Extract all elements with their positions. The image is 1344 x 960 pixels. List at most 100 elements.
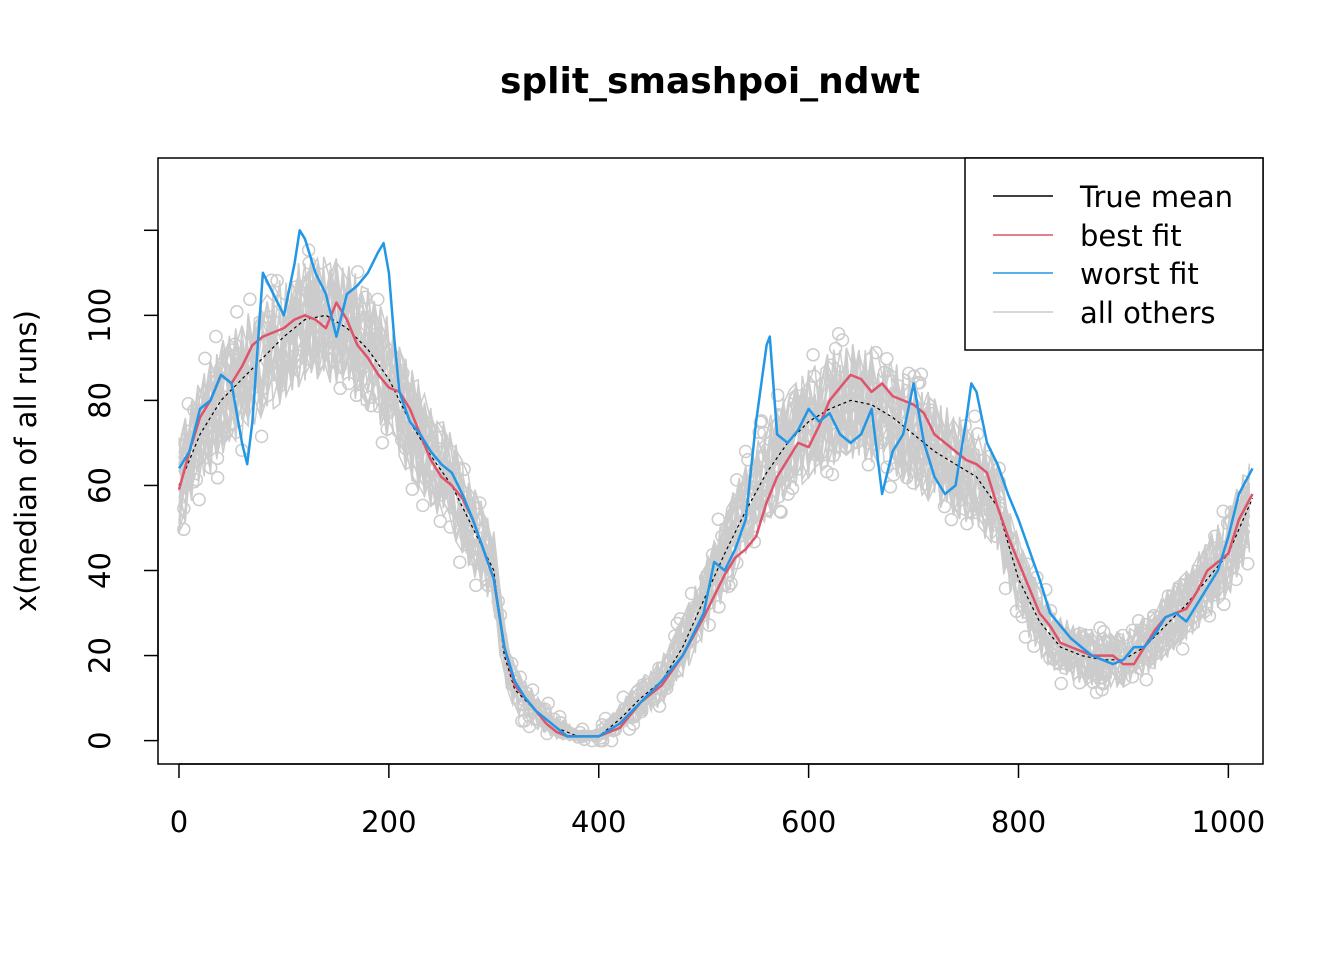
other-run-point: [1216, 504, 1230, 519]
x-tick-label: 200: [361, 805, 416, 839]
other-run-point: [1208, 529, 1222, 544]
other-run-point: [756, 480, 770, 495]
other-run-point: [358, 290, 373, 305]
other-run-point: [1043, 651, 1057, 665]
other-run-point: [616, 690, 631, 705]
other-run-point: [380, 422, 394, 436]
other-run-point: [203, 408, 218, 422]
other-run-point: [1054, 676, 1068, 691]
other-run-point: [351, 304, 365, 318]
other-run-point: [869, 345, 883, 360]
other-run-point: [1070, 635, 1084, 649]
other-run-point: [914, 367, 929, 381]
other-run-point: [989, 529, 1003, 544]
other-run-point: [364, 398, 378, 413]
other-run-point: [289, 348, 303, 362]
y-tick-label: 100: [83, 288, 117, 343]
y-tick-label: 60: [83, 467, 117, 504]
other-run-point: [828, 341, 843, 356]
other-run-point: [729, 473, 744, 487]
other-run-point: [595, 718, 610, 732]
x-tick-label: 0: [170, 805, 188, 839]
other-run-point: [702, 618, 716, 632]
legend-label-true-mean: True mean: [1079, 180, 1233, 214]
other-run-point: [210, 451, 225, 466]
other-run-point: [469, 578, 483, 593]
other-run-point: [673, 612, 688, 626]
other-run-point: [924, 403, 938, 418]
best-fit-line: [177, 301, 1254, 738]
y-axis: 0 20 40 60 80 100: [83, 229, 159, 750]
other-run-point: [1095, 670, 1109, 684]
true-mean-line: [178, 314, 1254, 737]
other-run-point: [296, 344, 311, 358]
other-run-point: [705, 548, 720, 562]
other-run-point: [831, 327, 846, 341]
x-axis: 0 200 400 600 800 1000: [170, 763, 1265, 839]
other-run-point: [522, 709, 536, 723]
other-run-point: [861, 458, 876, 472]
other-run-point: [770, 388, 785, 402]
other-run-line: [178, 281, 1251, 739]
other-run-point: [944, 512, 959, 527]
other-run-point: [381, 406, 395, 420]
other-run-point: [659, 681, 674, 695]
other-run-point: [394, 433, 409, 447]
other-run-point: [521, 691, 535, 705]
other-run-point: [668, 629, 682, 643]
other-run-point: [1027, 639, 1041, 653]
other-run-point: [301, 243, 316, 257]
other-run-point: [439, 475, 454, 490]
other-run-point: [270, 273, 284, 288]
y-axis-label: x(median of all runs): [9, 310, 43, 612]
other-run-point: [968, 409, 982, 423]
other-run-point: [1129, 656, 1144, 670]
other-run-point: [684, 586, 699, 601]
other-run-point: [1043, 604, 1058, 618]
other-run-point: [219, 425, 234, 440]
other-run-point: [877, 365, 892, 380]
other-run-point: [459, 529, 473, 543]
other-run-point: [1072, 675, 1087, 690]
other-run-point: [774, 505, 788, 519]
other-run-point: [640, 678, 654, 692]
other-run-point: [189, 473, 204, 487]
other-run-point: [302, 256, 316, 270]
other-run-point: [807, 369, 821, 384]
legend-box: [964, 157, 1264, 351]
other-run-point: [349, 312, 364, 327]
other-run-point: [371, 292, 385, 307]
other-run-point: [177, 522, 191, 537]
other-run-point: [1226, 559, 1240, 574]
other-run-point: [998, 581, 1013, 596]
other-run-point: [768, 459, 782, 474]
other-run-point: [1229, 572, 1243, 587]
other-run-point: [525, 683, 540, 697]
other-run-point: [230, 305, 244, 319]
other-run-point: [1131, 614, 1146, 628]
other-run-point: [937, 499, 952, 514]
other-run-point: [203, 460, 218, 475]
legend-label-all-others: all others: [1080, 296, 1215, 330]
other-run-point: [1175, 642, 1190, 656]
other-run-point: [1141, 651, 1156, 666]
other-run-point: [880, 405, 894, 419]
other-run-point: [192, 492, 206, 507]
other-run-point: [405, 482, 420, 496]
other-run-point: [299, 293, 313, 307]
other-run-point: [262, 310, 276, 325]
other-run-point: [1096, 676, 1110, 691]
other-run-point: [1181, 585, 1196, 600]
other-run-point: [1125, 669, 1140, 684]
other-run-point: [805, 443, 820, 457]
other-run-point: [181, 397, 196, 411]
other-run-point: [443, 520, 457, 534]
other-run-point: [816, 377, 830, 391]
other-run-point: [209, 329, 223, 344]
other-run-point: [362, 390, 377, 405]
other-run-point: [243, 292, 257, 307]
other-run-point: [177, 501, 191, 516]
other-run-point: [1009, 604, 1024, 618]
other-run-point: [1047, 651, 1062, 666]
